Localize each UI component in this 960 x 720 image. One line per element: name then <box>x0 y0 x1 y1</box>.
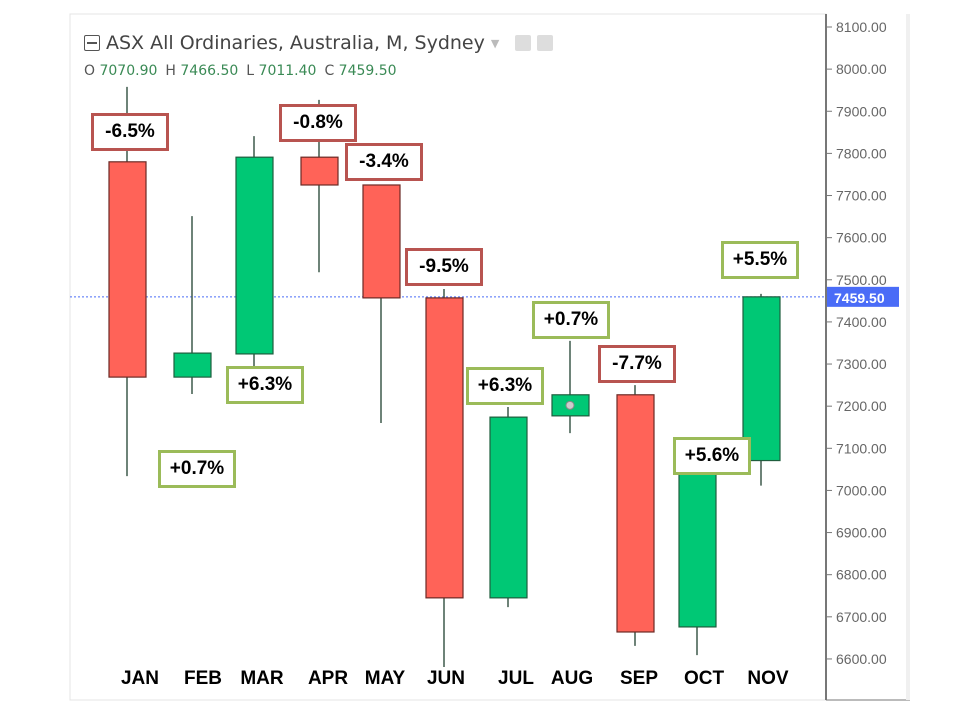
candle-body <box>108 161 147 378</box>
ohlc-key: O <box>84 63 100 79</box>
gear-icon[interactable] <box>537 35 554 51</box>
y-tick-label: 7100.00 <box>836 440 887 456</box>
y-tick-label: 6900.00 <box>836 525 887 541</box>
y-tick-label: 6800.00 <box>836 567 887 583</box>
x-tick-label: MAR <box>240 668 284 689</box>
candle-body <box>489 416 528 599</box>
change-annotation: -9.5% <box>405 248 483 286</box>
chart-title: ASX All Ordinaries, Australia, M, Sydney… <box>84 32 554 54</box>
x-tick-label: NOV <box>747 668 789 689</box>
x-tick-label: OCT <box>683 668 725 689</box>
x-tick-label: JUN <box>426 668 466 689</box>
candle-body <box>235 156 274 355</box>
y-tick-label: 7900.00 <box>836 103 887 119</box>
collapse-icon[interactable] <box>84 35 100 51</box>
y-tick-label: 7200.00 <box>836 398 887 414</box>
change-annotation: +5.5% <box>721 241 799 279</box>
x-tick-label: APR <box>307 668 349 689</box>
change-annotation: +0.7% <box>532 301 610 339</box>
candle-body <box>173 352 212 378</box>
last-price-badge <box>827 286 899 307</box>
ohlc-key: L <box>246 63 259 79</box>
candle-body <box>300 156 339 186</box>
x-tick-label: JUL <box>498 668 534 689</box>
change-annotation: +6.3% <box>466 367 544 405</box>
x-tick-label: MAY <box>364 668 406 689</box>
change-annotation: -6.5% <box>91 113 169 151</box>
x-tick-label: SEP <box>619 668 659 689</box>
change-annotation: -3.4% <box>345 143 423 181</box>
axis-shadow <box>906 14 910 700</box>
change-annotation: -0.8% <box>279 104 357 142</box>
candle-body <box>362 184 401 299</box>
y-tick-label: 7600.00 <box>836 230 887 246</box>
change-annotation: +0.7% <box>158 450 236 488</box>
ohlc-value: 7466.50 <box>180 63 239 79</box>
ohlc-value: 7011.40 <box>258 63 317 79</box>
ohlc-value: 7070.90 <box>99 63 158 79</box>
candle-body <box>678 460 717 628</box>
y-tick-label: 7400.00 <box>836 314 887 330</box>
symbol-title: ASX All Ordinaries, Australia, M, Sydney <box>106 32 485 54</box>
change-annotation: +5.6% <box>673 437 751 475</box>
y-tick-label: 7000.00 <box>836 482 887 498</box>
chevron-down-icon[interactable]: ▼ <box>490 36 500 50</box>
x-tick-label: FEB <box>184 668 222 689</box>
crosshair-dot <box>565 400 575 410</box>
candle-body <box>742 296 781 462</box>
y-tick-label: 8100.00 <box>836 19 887 35</box>
y-tick-label: 7300.00 <box>836 356 887 372</box>
change-annotation: -7.7% <box>598 345 676 383</box>
eye-icon[interactable] <box>515 35 532 51</box>
candle-body <box>425 297 464 599</box>
x-tick-label: AUG <box>550 668 594 689</box>
y-tick-label: 7500.00 <box>836 272 887 288</box>
y-tick-label: 7700.00 <box>836 188 887 204</box>
y-tick-label: 7800.00 <box>836 145 887 161</box>
y-tick-label: 6700.00 <box>836 609 887 625</box>
y-tick-label: 6600.00 <box>836 651 887 667</box>
ohlc-value: 7459.50 <box>338 63 397 79</box>
y-tick-label: 8000.00 <box>836 61 887 77</box>
ohlc-key: H <box>165 63 181 79</box>
ohlc-readout: O 7070.90 H 7466.50 L 7011.40 C 7459.50 <box>84 63 405 79</box>
ohlc-key: C <box>324 63 339 79</box>
x-tick-label: JAN <box>120 668 160 689</box>
candle-body <box>616 394 655 633</box>
change-annotation: +6.3% <box>226 366 304 404</box>
last-price-label: 7459.50 <box>834 290 885 306</box>
